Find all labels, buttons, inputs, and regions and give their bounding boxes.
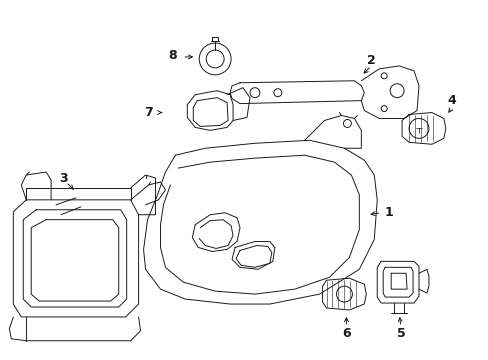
Text: 1: 1	[384, 206, 393, 219]
Text: 2: 2	[366, 54, 375, 67]
Text: 6: 6	[342, 327, 350, 340]
Text: 7: 7	[144, 106, 153, 119]
Text: 3: 3	[59, 171, 67, 185]
Text: 4: 4	[447, 94, 455, 107]
Text: 5: 5	[396, 327, 405, 340]
Text: 8: 8	[168, 49, 176, 63]
